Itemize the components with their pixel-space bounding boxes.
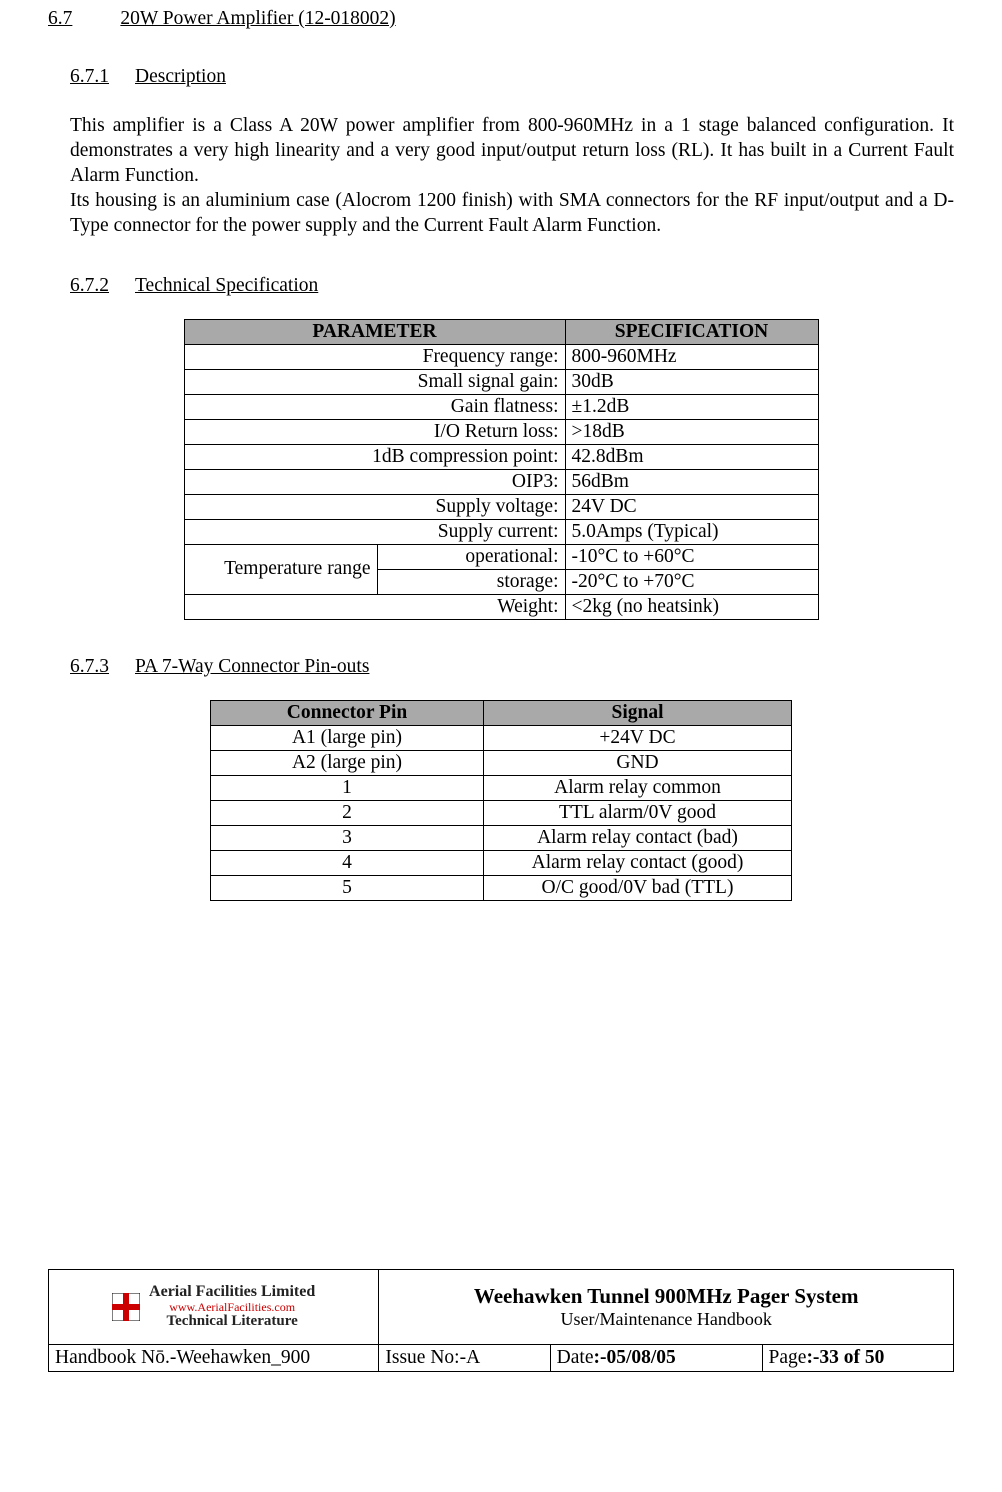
logo-line3: Technical Literature: [149, 1314, 315, 1330]
table-row: Small signal gain:30dB: [184, 369, 818, 394]
table-row: 2TTL alarm/0V good: [211, 800, 792, 825]
subsection-title: Technical Specification: [135, 275, 318, 297]
footer-doc-subtitle: User/Maintenance Handbook: [385, 1309, 947, 1330]
subsection-number: 6.7.2: [70, 275, 109, 297]
table-row: 4Alarm relay contact (good): [211, 850, 792, 875]
footer-doc-title: Weehawken Tunnel 900MHz Pager System: [385, 1284, 947, 1309]
table-row: 3Alarm relay contact (bad): [211, 825, 792, 850]
footer-logo-cell: Aerial Facilities Limited www.AerialFaci…: [49, 1270, 379, 1345]
table-row: A2 (large pin)GND: [211, 750, 792, 775]
subsection-pinouts-heading: 6.7.3 PA 7-Way Connector Pin-outs: [70, 656, 954, 678]
description-paragraph-1: This amplifier is a Class A 20W power am…: [70, 114, 954, 189]
subsection-description-heading: 6.7.1 Description: [70, 66, 954, 88]
table-row: 1Alarm relay common: [211, 775, 792, 800]
table-header-signal: Signal: [484, 700, 792, 725]
footer-issue-no: Issue No:-A: [379, 1345, 550, 1372]
table-row: Frequency range:800-960MHz: [184, 344, 818, 369]
temperature-group-label: Temperature range: [184, 544, 377, 594]
table-row: OIP3:56dBm: [184, 469, 818, 494]
logo-line1: Aerial Facilities Limited: [149, 1284, 315, 1301]
section-number: 6.7: [48, 8, 72, 30]
table-row: Temperature range operational: -10°C to …: [184, 544, 818, 569]
description-paragraph-2: Its housing is an aluminium case (Alocro…: [70, 189, 954, 239]
logo-line2: www.AerialFacilities.com: [149, 1301, 315, 1314]
logo-icon: [112, 1293, 140, 1321]
subsection-number: 6.7.1: [70, 66, 109, 88]
page-footer: Aerial Facilities Limited www.AerialFaci…: [48, 1269, 954, 1372]
table-row: A1 (large pin)+24V DC: [211, 725, 792, 750]
section-heading: 6.7 20W Power Amplifier (12-018002): [48, 8, 954, 30]
subsection-title: PA 7-Way Connector Pin-outs: [135, 656, 369, 678]
subsection-number: 6.7.3: [70, 656, 109, 678]
table-row: Supply voltage:24V DC: [184, 494, 818, 519]
table-header-specification: SPECIFICATION: [565, 319, 818, 344]
footer-handbook-no: Handbook Nō.-Weehawken_900: [49, 1345, 379, 1372]
table-header-parameter: PARAMETER: [184, 319, 565, 344]
section-title: 20W Power Amplifier (12-018002): [120, 8, 395, 30]
footer-doc-title-cell: Weehawken Tunnel 900MHz Pager System Use…: [379, 1270, 954, 1345]
footer-page: Page:-33 of 50: [762, 1345, 953, 1372]
table-row: Supply current:5.0Amps (Typical): [184, 519, 818, 544]
connector-pinout-table: Connector Pin Signal A1 (large pin)+24V …: [210, 700, 792, 901]
subsection-spec-heading: 6.7.2 Technical Specification: [70, 275, 954, 297]
table-header-pin: Connector Pin: [211, 700, 484, 725]
table-row: 1dB compression point:42.8dBm: [184, 444, 818, 469]
technical-spec-table: PARAMETER SPECIFICATION Frequency range:…: [184, 319, 819, 620]
table-row: I/O Return loss:>18dB: [184, 419, 818, 444]
footer-date: Date:-05/08/05: [550, 1345, 762, 1372]
table-row: Gain flatness:±1.2dB: [184, 394, 818, 419]
table-row: 5O/C good/0V bad (TTL): [211, 875, 792, 900]
table-row: Weight:<2kg (no heatsink): [184, 594, 818, 619]
subsection-title: Description: [135, 66, 226, 88]
